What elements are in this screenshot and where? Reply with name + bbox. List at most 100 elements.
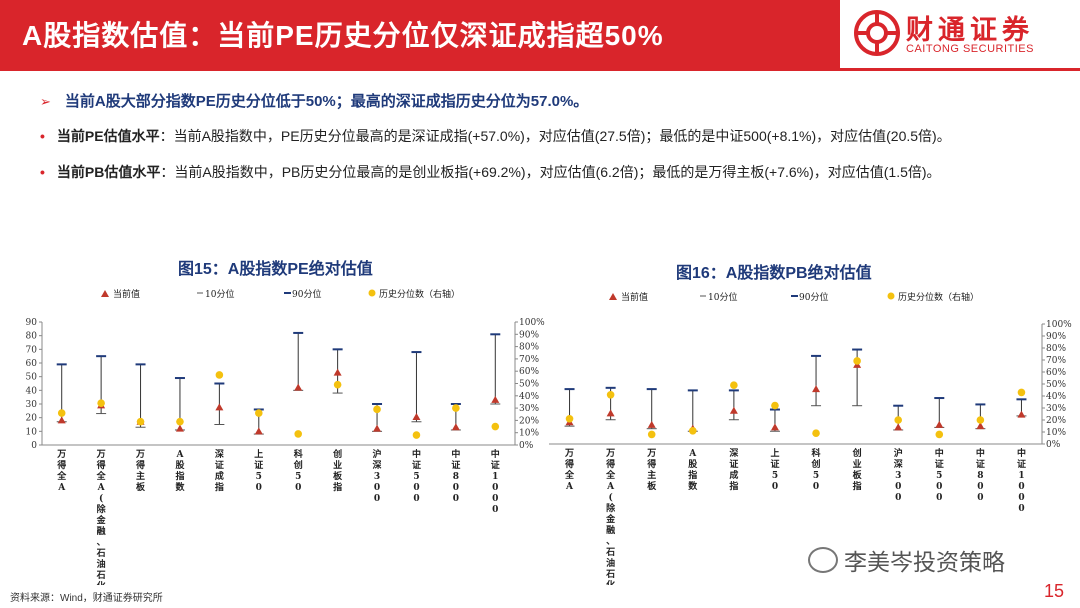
pe-chart-title: 图15：A股指数PE绝对估值: [178, 261, 373, 278]
pe-label: 当前PE估值水平: [56, 128, 160, 144]
summary-bullet: ➢ 当前A股大部分指数PE历史分位低于50%；最高的深证成指历史分位为57.0%。: [40, 90, 588, 111]
right-tick-label: 100%: [519, 318, 545, 328]
percentile-point: [1017, 388, 1026, 397]
category-label: 万得全 A: [564, 448, 575, 492]
percentile-point: [730, 381, 738, 389]
pe-chart: 0 10 20 30 40 50 60 70 80 90 0% 10% 20% 30% 40% 50% 60% 7…: [26, 288, 545, 585]
current-value-marker: [647, 420, 656, 428]
right-tick-label: 100%: [1046, 320, 1072, 330]
current-value-marker: [491, 395, 500, 403]
percentile-point: [647, 430, 656, 439]
percentile-point: [294, 430, 303, 438]
percentile-point: [97, 399, 105, 407]
current-value-marker: [294, 383, 303, 391]
current-value-marker: [333, 368, 342, 376]
percentile-point: [491, 422, 500, 431]
category-label: 中证 1 0 0 0: [1017, 447, 1026, 514]
company-logo: 财通证券 CAITONG SECURITIES: [840, 0, 1080, 68]
left-tick-label: 60: [26, 359, 38, 369]
current-value-marker: [373, 424, 382, 432]
source-note: 资料来源：Wind，财通证券研究所: [10, 593, 163, 604]
page-number: 15: [1044, 581, 1065, 601]
pb-chart: 0% 10% 20% 30% 40% 50% 60% 70% 80% 90% 100% 当前值 10分位…: [549, 291, 1072, 585]
category-label: 创业板指: [332, 448, 343, 493]
percentile-point: [606, 391, 615, 399]
percentile-point: [412, 431, 421, 439]
legend-label-p90: 90分位: [292, 288, 321, 300]
left-tick-label: 10: [26, 427, 38, 437]
dot-bullet-icon: •: [40, 128, 45, 144]
legend-label-p10: 10分位: [708, 291, 737, 303]
current-value-marker: [451, 423, 460, 431]
percentile-point: [57, 409, 66, 417]
category-label: 万得全 A: [56, 449, 67, 493]
right-tick-label: 90%: [1046, 332, 1066, 342]
current-value-marker: [412, 412, 421, 420]
page-title: A股指数估值：当前PE历史分位仅深证成指超50%: [22, 20, 664, 51]
category-label: 科创 5 0: [293, 448, 303, 493]
legend-label-percentile: 历史分位数（右轴）: [898, 291, 979, 303]
left-tick-label: 30: [26, 400, 38, 410]
percentile-point: [565, 415, 574, 423]
percentile-point: [771, 401, 779, 410]
current-value-marker: [976, 422, 985, 430]
arrow-bullet-icon: ➢: [40, 94, 51, 109]
right-tick-label: 40%: [1046, 392, 1066, 402]
right-tick-label: 0%: [1046, 440, 1061, 450]
category-label: 万得主板: [135, 449, 146, 493]
watermark-text: 李美岑投资策略: [844, 549, 1005, 575]
right-tick-label: 80%: [519, 343, 539, 353]
right-tick-label: 0%: [519, 441, 534, 451]
right-tick-label: 30%: [519, 404, 539, 414]
logo-emblem-icon: [854, 10, 900, 56]
pb-text: ：当前A股指数中，PB历史分位最高的是创业板指(+69.2%)，对应估值(6.2…: [160, 164, 941, 180]
legend-label-p10: 10分位: [205, 288, 234, 300]
right-tick-label: 50%: [1046, 380, 1066, 390]
right-tick-label: 10%: [1046, 428, 1066, 438]
right-tick-label: 60%: [1046, 368, 1066, 378]
category-label: 中证 5 0 0: [935, 447, 944, 503]
pb-label: 当前PB估值水平: [56, 164, 161, 180]
right-tick-label: 70%: [1046, 356, 1066, 366]
category-label: 万得主板: [646, 448, 657, 492]
pe-text: ：当前A股指数中，PE历史分位最高的是深证成指(+57.0%)，对应估值(27.…: [159, 128, 951, 144]
category-label: 中证 8 0 0: [451, 448, 460, 504]
category-label: A 股指数: [175, 450, 185, 493]
percentile-point: [452, 404, 460, 412]
pe-bullet: • 当前PE估值水平：当前A股指数中，PE历史分位最高的是深证成指(+57.0%)…: [40, 126, 951, 146]
logo-subtitle: CAITONG SECURITIES: [906, 43, 1034, 55]
percentile-point: [812, 429, 820, 437]
right-tick-label: 30%: [1046, 404, 1066, 414]
category-label: 深证成指: [729, 447, 738, 492]
right-tick-label: 90%: [519, 330, 539, 340]
category-label: 创业板指: [852, 447, 863, 492]
category-label: 科创 5 0: [811, 447, 821, 492]
current-value-marker: [770, 423, 779, 431]
current-value-marker: [215, 403, 224, 411]
right-tick-label: 20%: [519, 416, 539, 426]
current-value-marker: [935, 420, 944, 428]
category-label: 深证成指: [215, 448, 224, 493]
category-label: 中证 8 0 0: [976, 447, 985, 503]
left-tick-label: 50: [26, 373, 38, 383]
legend-marker-current: [101, 290, 109, 297]
current-value-marker: [1017, 410, 1026, 418]
category-label: 上证 5 0: [254, 448, 263, 493]
right-tick-label: 70%: [519, 355, 539, 365]
legend-marker-current: [609, 293, 617, 300]
current-value-marker: [57, 416, 66, 424]
header-divider: [0, 68, 1080, 71]
percentile-point: [688, 427, 697, 435]
left-tick-label: 90: [26, 318, 38, 328]
wechat-icon: [808, 547, 838, 573]
current-value-marker: [812, 385, 821, 393]
category-label: A 股指数: [688, 449, 698, 492]
percentile-point: [935, 430, 944, 439]
pb-bullet: • 当前PB估值水平：当前A股指数中，PB历史分位最高的是创业板指(+69.2%)…: [40, 162, 941, 182]
percentile-point: [333, 380, 342, 389]
summary-text: 当前A股大部分指数PE历史分位低于50%；最高的深证成指历史分位为57.0%。: [64, 93, 589, 110]
left-tick-label: 20: [26, 414, 38, 424]
left-tick-label: 40: [26, 386, 38, 396]
